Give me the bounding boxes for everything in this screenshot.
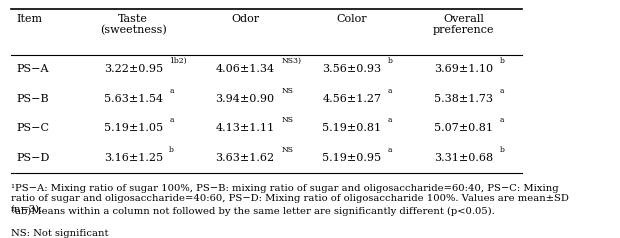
Text: a: a xyxy=(169,87,174,95)
Text: NS: NS xyxy=(281,146,293,154)
Text: a: a xyxy=(169,116,174,124)
Text: b: b xyxy=(169,146,174,154)
Text: b: b xyxy=(500,57,505,65)
Text: Color: Color xyxy=(337,14,367,24)
Text: 5.19±1.05: 5.19±1.05 xyxy=(104,123,163,133)
Text: PS−B: PS−B xyxy=(16,94,48,104)
Text: 5.38±1.73: 5.38±1.73 xyxy=(434,94,494,104)
Text: a: a xyxy=(388,116,392,124)
Text: 5.19±0.95: 5.19±0.95 xyxy=(322,153,381,163)
Text: a: a xyxy=(500,116,504,124)
Text: 4.13±1.11: 4.13±1.11 xyxy=(216,123,275,133)
Text: 3.56±0.93: 3.56±0.93 xyxy=(322,64,381,74)
Text: 5.19±0.81: 5.19±0.81 xyxy=(322,123,381,133)
Text: NS: NS xyxy=(281,87,293,95)
Text: 1b2): 1b2) xyxy=(169,57,187,65)
Text: 3.69±1.10: 3.69±1.10 xyxy=(434,64,494,74)
Text: 3.22±0.95: 3.22±0.95 xyxy=(104,64,163,74)
Text: 4.06±1.34: 4.06±1.34 xyxy=(216,64,275,74)
Text: b: b xyxy=(500,146,505,154)
Text: Taste
(sweetness): Taste (sweetness) xyxy=(100,14,167,36)
Text: 5.07±0.81: 5.07±0.81 xyxy=(434,123,494,133)
Text: 3.94±0.90: 3.94±0.90 xyxy=(216,94,275,104)
Text: a: a xyxy=(388,146,392,154)
Text: NS: Not significant: NS: Not significant xyxy=(11,229,108,238)
Text: 5.63±1.54: 5.63±1.54 xyxy=(104,94,163,104)
Text: Odor: Odor xyxy=(231,14,259,24)
Text: PS−C: PS−C xyxy=(16,123,49,133)
Text: a: a xyxy=(500,87,504,95)
Text: 3.31±0.68: 3.31±0.68 xyxy=(434,153,494,163)
Text: ¹PS−A: Mixing ratio of sugar 100%, PS−B: mixing ratio of sugar and oligosacchari: ¹PS−A: Mixing ratio of sugar 100%, PS−B:… xyxy=(11,184,569,214)
Text: 3.63±1.62: 3.63±1.62 xyxy=(216,153,275,163)
Text: PS−A: PS−A xyxy=(16,64,48,74)
Text: a: a xyxy=(388,87,392,95)
Text: 3.16±1.25: 3.16±1.25 xyxy=(104,153,163,163)
Text: NS: NS xyxy=(281,116,293,124)
Text: ²ab)Means within a column not followed by the same letter are significantly diff: ²ab)Means within a column not followed b… xyxy=(11,207,495,216)
Text: NS3): NS3) xyxy=(281,57,301,65)
Text: Item: Item xyxy=(16,14,42,24)
Text: 4.56±1.27: 4.56±1.27 xyxy=(322,94,381,104)
Text: PS−D: PS−D xyxy=(16,153,50,163)
Text: b: b xyxy=(388,57,392,65)
Text: Overall
preference: Overall preference xyxy=(433,14,495,35)
